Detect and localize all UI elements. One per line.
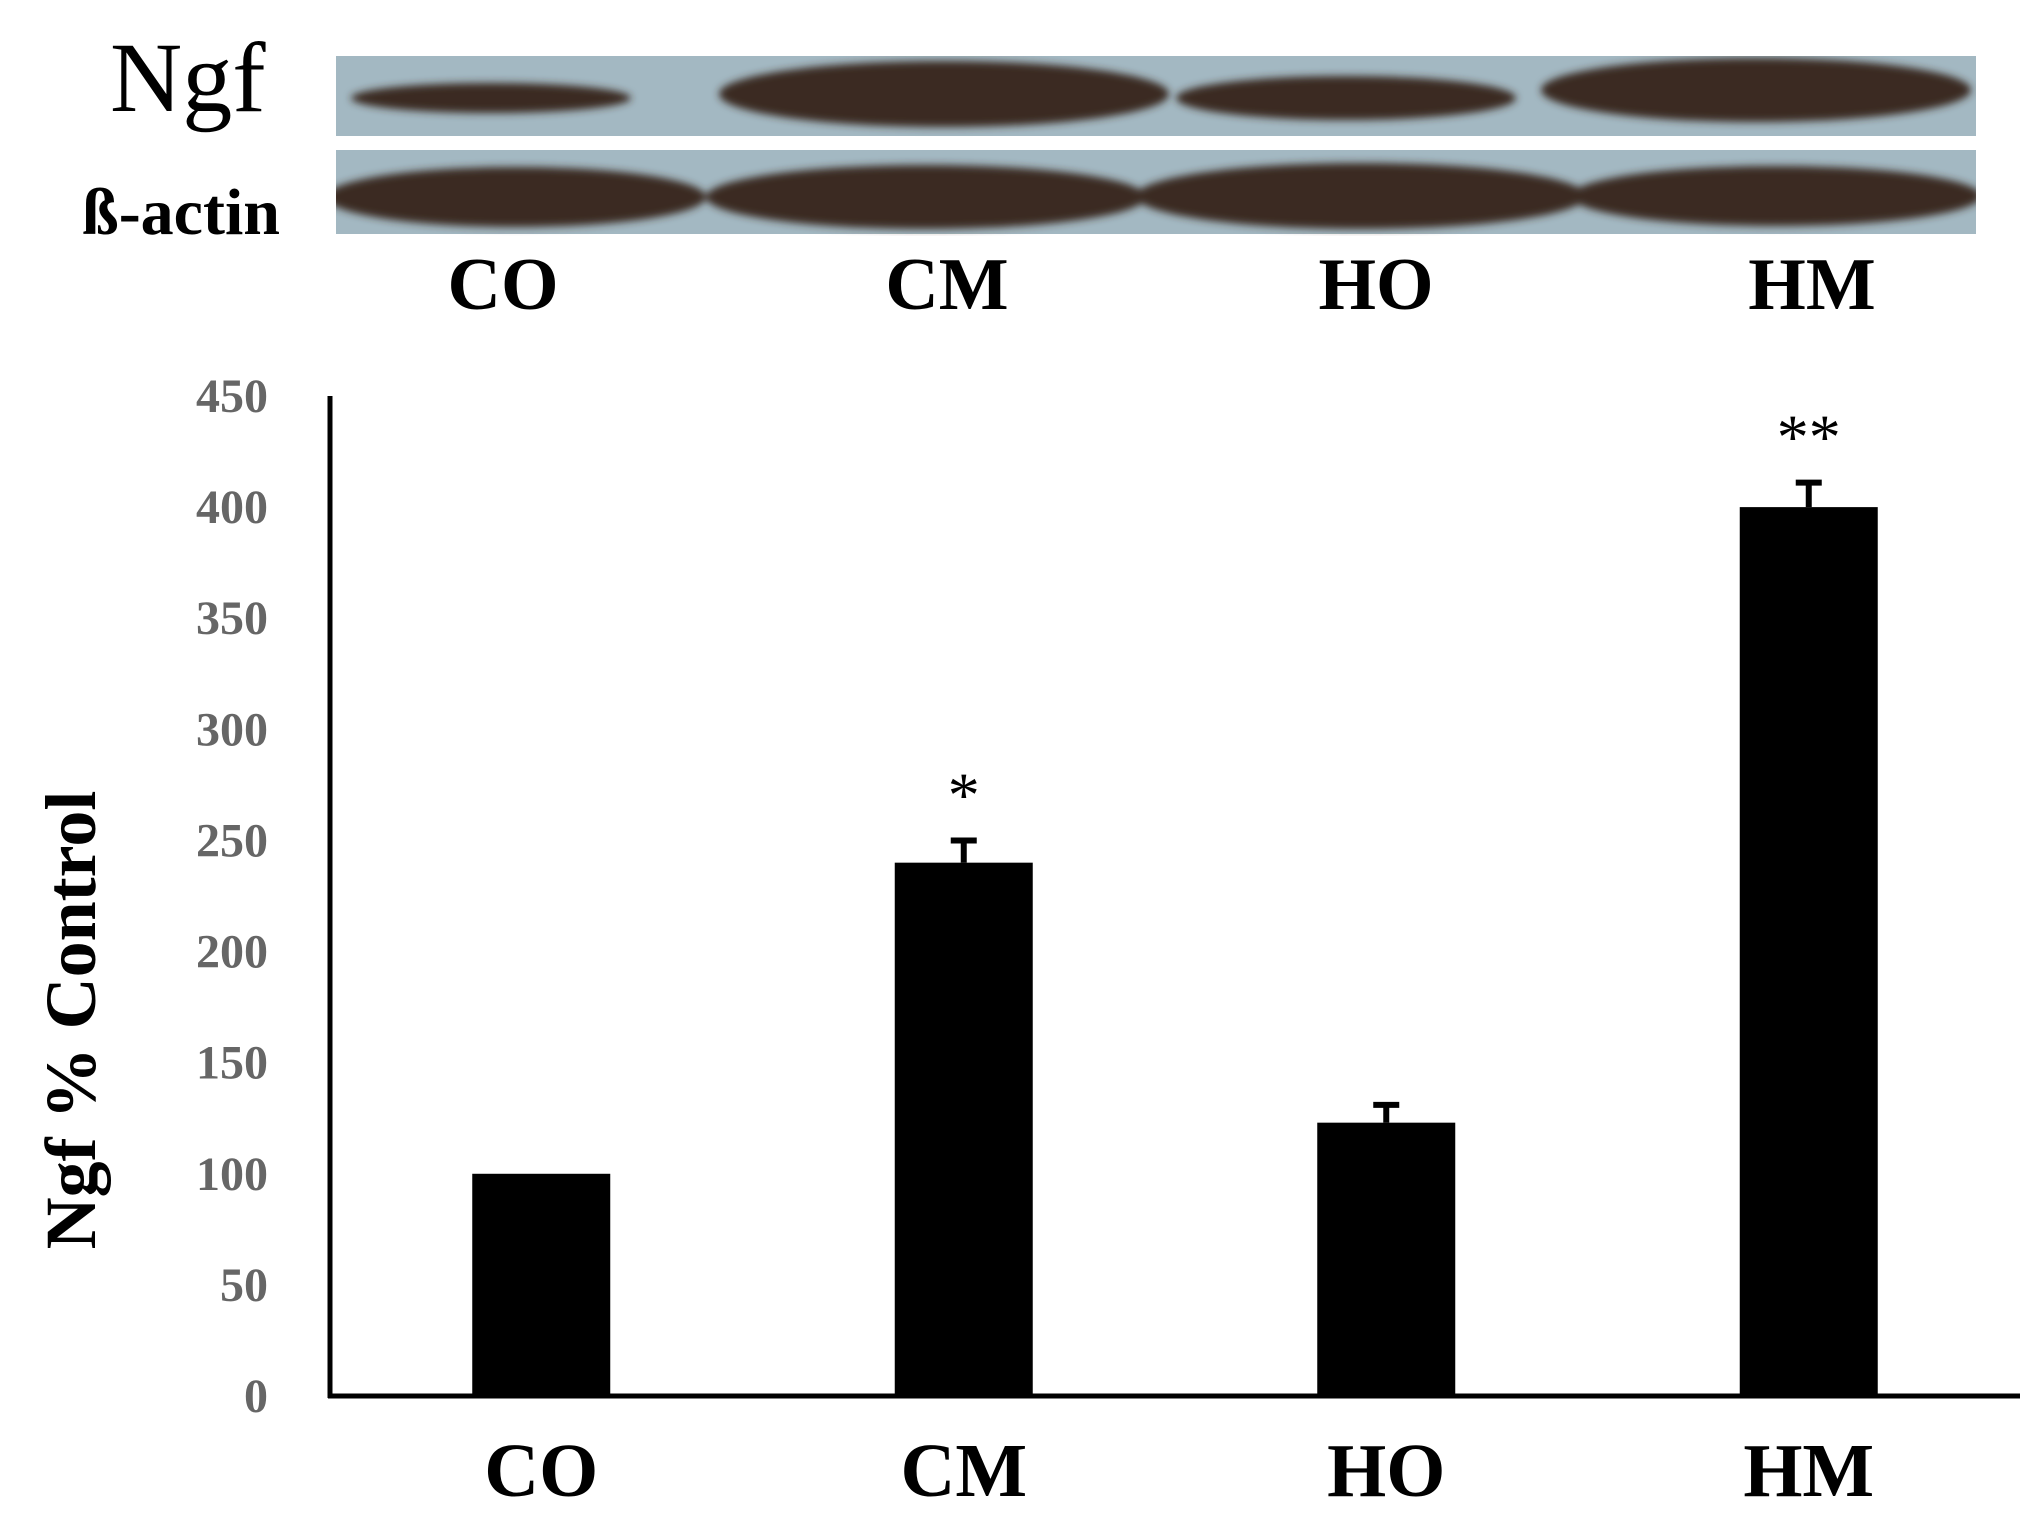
bar-chart: Ngf % Control 0 50 100 150 200 250 300 350 400 45…: [31, 370, 2020, 1513]
actin-band-hm: [1571, 166, 1976, 226]
western-blot: [336, 56, 1976, 234]
bar-hm: [1739, 507, 1878, 1397]
y-tick-label: 400: [196, 481, 268, 534]
ngf-band-hm: [1541, 58, 1971, 122]
significance-marker-hm: **: [1777, 402, 1841, 473]
blot-lane-label-cm: CM: [885, 244, 1009, 326]
y-tick-label: 450: [196, 370, 268, 423]
blot-loading-label: ß-actin: [82, 176, 280, 249]
blot-lane-label-ho: HO: [1318, 244, 1434, 326]
actin-band-cm: [706, 165, 1146, 229]
blot-lane-label-hm: HM: [1748, 244, 1876, 326]
significance-marker-cm: *: [948, 759, 980, 830]
y-tick-label: 300: [196, 703, 268, 756]
bar-cm: [894, 862, 1033, 1396]
actin-band-co: [336, 167, 706, 227]
ngf-band-cm: [719, 61, 1169, 127]
x-tick-label-hm: HM: [1743, 1429, 1874, 1513]
y-axis-label: Ngf % Control: [31, 791, 111, 1250]
y-tick-label: 150: [196, 1037, 268, 1090]
y-tick-label: 350: [196, 592, 268, 645]
y-tick-label: 0: [244, 1370, 268, 1423]
bar-co: [472, 1173, 611, 1396]
blot-lane-label-co: CO: [447, 244, 559, 326]
x-tick-label-ho: HO: [1327, 1429, 1445, 1513]
y-tick-label: 200: [196, 926, 268, 979]
y-tick-label: 100: [196, 1148, 268, 1201]
ngf-band-co: [351, 83, 631, 113]
y-tick-label: 50: [220, 1259, 268, 1312]
ngf-band-ho: [1176, 76, 1516, 120]
actin-band-ho: [1136, 163, 1586, 229]
bar-ho: [1317, 1122, 1456, 1396]
blot-target-label: Ngf: [110, 22, 266, 133]
x-tick-label-cm: CM: [900, 1429, 1027, 1513]
x-tick-label-co: CO: [484, 1429, 598, 1513]
y-tick-label: 250: [196, 814, 268, 867]
